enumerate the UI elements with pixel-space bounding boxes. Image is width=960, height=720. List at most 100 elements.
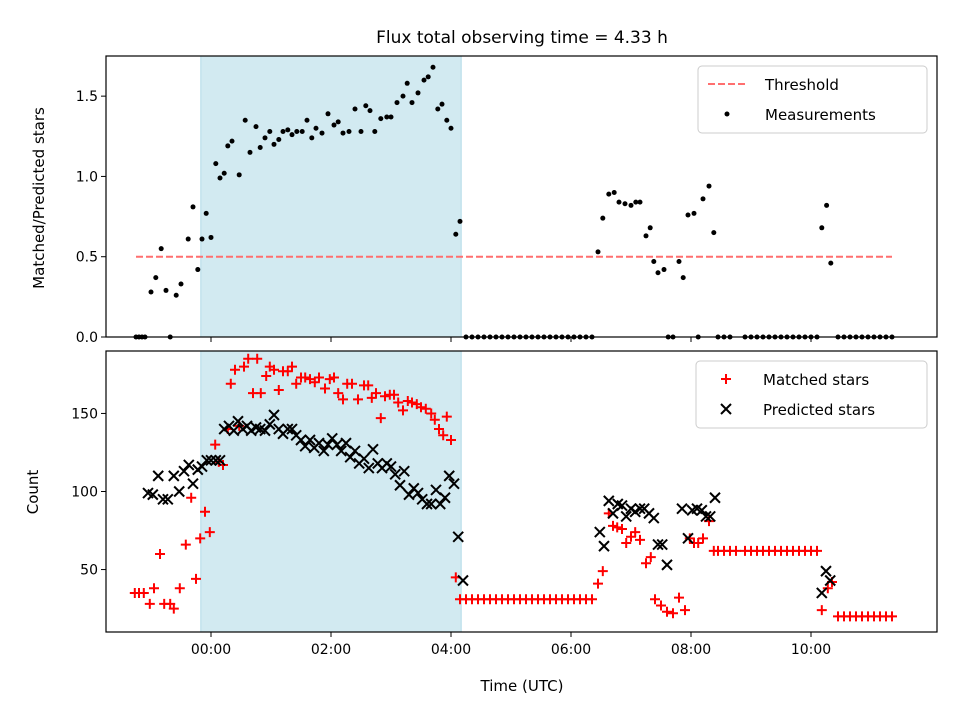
data-point-cross <box>322 438 334 451</box>
data-point <box>148 289 154 295</box>
bottom-panel-count-plot: 50 100 150 00:00 02:00 04:00 06:00 08:00 10:00 Ma… <box>71 350 938 658</box>
data-point-plus <box>204 527 215 538</box>
data-point <box>448 125 454 131</box>
data-point-cross <box>344 451 356 463</box>
data-point-plus <box>731 545 741 556</box>
data-point <box>622 201 628 207</box>
data-point-plus <box>698 533 708 544</box>
data-point <box>229 138 235 144</box>
data-point-plus <box>587 594 597 605</box>
data-point-cross <box>439 492 451 504</box>
series-predicted-stars <box>142 409 836 599</box>
data-point-cross <box>394 479 406 491</box>
data-point-plus <box>441 411 452 422</box>
observing-window-shade <box>200 55 462 338</box>
y-tick-label: 100 <box>71 485 98 501</box>
y-tick-label: 50 <box>80 563 98 579</box>
data-point-plus <box>630 527 641 538</box>
data-point-plus <box>641 558 651 569</box>
data-point-cross <box>648 512 660 524</box>
data-point-cross <box>295 434 307 446</box>
data-point-cross <box>425 498 437 510</box>
data-point-cross <box>205 454 217 466</box>
data-point-cross <box>389 468 401 481</box>
data-point-cross <box>652 538 664 551</box>
x-tick-label: 10:00 <box>791 642 831 658</box>
data-point <box>247 149 253 155</box>
data-point-plus <box>375 413 386 424</box>
data-point-plus <box>347 378 357 389</box>
data-point <box>384 114 390 120</box>
data-point <box>706 183 712 189</box>
data-point-plus <box>371 388 381 399</box>
data-point-plus <box>252 353 263 364</box>
data-point-cross <box>349 445 361 457</box>
data-point <box>647 225 653 231</box>
data-point-plus <box>329 372 339 383</box>
data-point-cross <box>299 440 311 452</box>
data-point-plus <box>149 583 159 594</box>
y-tick-label: 1.0 <box>76 169 98 185</box>
data-point-cross <box>335 445 347 457</box>
data-point-plus <box>300 372 311 383</box>
data-point-plus <box>434 424 444 435</box>
data-point <box>158 246 164 252</box>
data-point-plus <box>269 364 279 375</box>
data-point-plus <box>398 405 408 416</box>
legend-matched-label: Matched stars <box>763 371 869 389</box>
data-point <box>346 128 352 134</box>
data-point-cross <box>187 477 199 490</box>
data-point-cross <box>214 454 226 466</box>
bottom-y-axis-label: Count <box>24 470 42 515</box>
data-point-cross <box>178 465 190 477</box>
data-point <box>221 170 227 176</box>
data-point-plus <box>314 372 324 383</box>
data-point <box>173 292 179 298</box>
data-point <box>304 117 310 123</box>
data-point-cross <box>430 484 442 496</box>
legend-predicted-swatch <box>720 403 732 415</box>
data-point <box>435 106 441 112</box>
data-point-plus <box>680 605 690 616</box>
data-point <box>444 117 450 123</box>
data-point-cross <box>398 465 410 477</box>
data-point <box>600 215 606 221</box>
data-point-cross <box>331 438 343 451</box>
data-point-plus <box>668 608 678 619</box>
data-point <box>331 122 337 128</box>
data-point-cross <box>304 434 316 446</box>
data-point <box>367 108 373 114</box>
data-point-plus <box>320 383 330 394</box>
data-point-cross <box>448 477 460 490</box>
data-point-cross <box>656 538 668 551</box>
data-point <box>325 111 331 117</box>
data-point-plus <box>645 552 656 563</box>
data-point <box>628 202 634 208</box>
data-point-cross <box>367 443 379 456</box>
data-point-cross <box>228 424 240 437</box>
data-point-plus <box>407 397 417 408</box>
data-point <box>637 199 643 205</box>
data-point-plus <box>255 388 266 399</box>
data-point <box>616 199 622 205</box>
data-point <box>262 135 268 141</box>
data-point-cross <box>607 507 619 520</box>
x-tick-label: 06:00 <box>551 642 591 658</box>
data-point <box>289 132 295 138</box>
data-point <box>213 161 219 167</box>
data-point <box>178 281 184 287</box>
data-point <box>372 128 378 134</box>
data-point-plus <box>593 578 603 589</box>
data-point-plus <box>155 548 165 559</box>
data-point <box>661 267 667 273</box>
data-point-cross <box>598 540 610 552</box>
data-point <box>457 218 463 224</box>
data-point <box>253 124 259 130</box>
data-point <box>643 233 649 239</box>
legend-predicted-label: Predicted stars <box>763 401 875 419</box>
data-point-cross <box>183 459 195 471</box>
data-point-cross <box>196 460 208 473</box>
data-point-cross <box>340 437 352 449</box>
data-point-cross <box>210 454 222 466</box>
data-point <box>340 130 346 136</box>
